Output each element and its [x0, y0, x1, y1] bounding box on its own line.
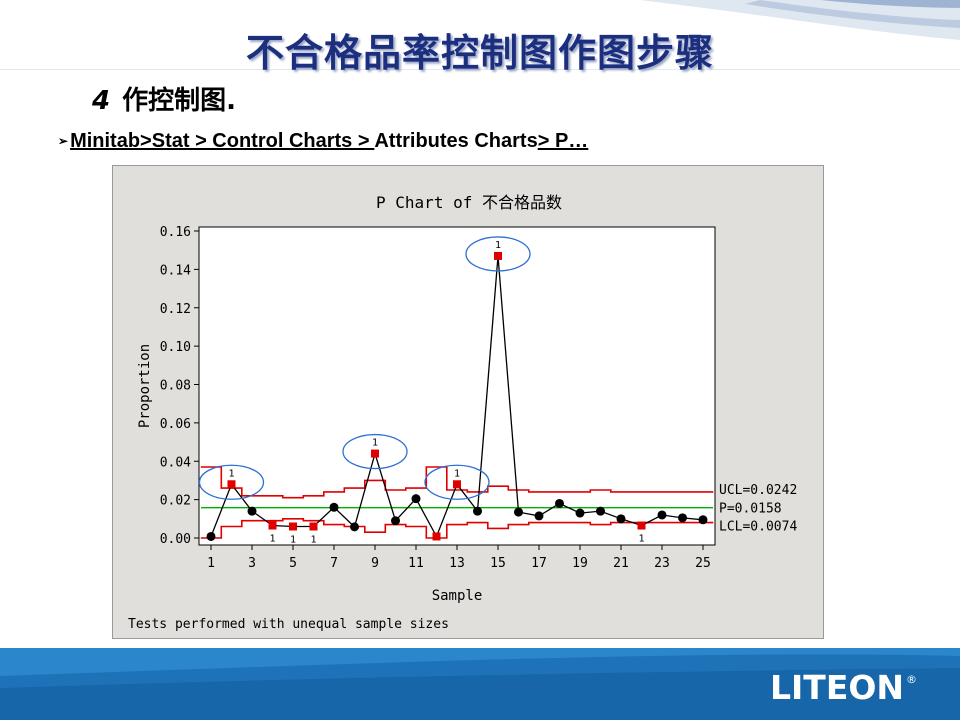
highlight-ellipse — [198, 464, 265, 500]
x-tick-label: 13 — [449, 556, 465, 571]
out-of-control-point — [637, 521, 646, 530]
data-point — [391, 516, 400, 526]
out-of-control-point — [432, 532, 441, 541]
test-failure-label: 1 — [454, 468, 460, 479]
lcl-label: LCL=0.0074 — [719, 520, 797, 535]
arrow-bullet-icon: ➢ — [58, 134, 69, 148]
out-of-control-point — [494, 251, 502, 260]
menu-path-attributes: Attributes Charts — [374, 130, 538, 152]
test-failure-label: 1 — [638, 534, 644, 545]
x-axis-label: Sample — [432, 588, 483, 604]
data-point — [698, 515, 708, 525]
data-point — [329, 502, 339, 512]
highlight-ellipse — [342, 433, 408, 470]
x-tick-label: 5 — [289, 556, 297, 571]
data-point — [555, 498, 564, 508]
out-of-control-point — [371, 449, 379, 458]
chart-footnote: Tests performed with unequal sample size… — [128, 617, 449, 632]
out-of-control-point — [268, 521, 277, 530]
menu-path: ➢ Minitab>Stat > Control Charts > Attribu… — [58, 130, 588, 153]
chart-title: P Chart of 不合格品数 — [376, 193, 562, 212]
p-chart: P Chart of 不合格品数 0.00 0.02 0.04 0.06 0.08 0.1… — [128, 193, 797, 632]
ucl-label: UCL=0.0242 — [719, 483, 797, 498]
data-point — [514, 507, 523, 517]
highlight-ellipse — [465, 236, 531, 272]
x-tick-label: 3 — [248, 556, 256, 571]
out-of-control-point — [289, 522, 297, 531]
y-tick-label: 0.14 — [160, 263, 191, 278]
lcl-line — [200, 518, 714, 539]
y-tick-label: 0.08 — [160, 379, 191, 394]
x-tick-label: 25 — [695, 556, 711, 571]
data-point — [678, 513, 687, 523]
plot-area — [198, 226, 716, 546]
data-point — [473, 506, 482, 516]
data-point — [206, 531, 216, 541]
out-of-control-point — [309, 522, 318, 531]
data-point — [657, 510, 667, 520]
x-tick-label: 1 — [207, 556, 215, 571]
x-tick-label: 19 — [572, 556, 588, 571]
data-point — [596, 506, 605, 516]
test-failure-label: 1 — [290, 534, 296, 545]
y-tick-label: 0.10 — [160, 340, 191, 355]
data-point — [350, 522, 359, 532]
y-tick-label: 0.06 — [160, 417, 191, 432]
logo-text: LITEON — [770, 668, 905, 707]
liteon-logo: LITEON ® — [770, 668, 917, 707]
top-decoration — [0, 0, 960, 70]
y-axis-label: Proportion — [137, 344, 153, 428]
step-number: 4 — [92, 86, 111, 116]
data-point — [534, 511, 544, 521]
step-heading: 4 作控制图. — [92, 80, 236, 117]
y-tick-label: 0.16 — [160, 225, 191, 240]
x-tick-label: 9 — [371, 556, 379, 571]
test-failure-label: 1 — [269, 534, 275, 545]
data-point — [247, 506, 257, 516]
y-tick-label: 0.04 — [160, 455, 191, 470]
menu-path-p: > P… — [537, 130, 589, 152]
test-failure-label: 1 — [372, 438, 378, 449]
test-failure-label: 1 — [228, 468, 234, 479]
x-tick-label: 11 — [408, 556, 424, 571]
p-chart-window: P Chart of 不合格品数 0.00 0.02 0.04 0.06 0.08 0.1… — [112, 165, 824, 639]
test-failure-label: 1 — [495, 240, 501, 251]
x-tick-label: 15 — [490, 556, 506, 571]
data-point — [616, 514, 626, 524]
menu-path-stat: Minitab>Stat > Control Charts > — [70, 130, 375, 152]
data-point — [575, 508, 585, 518]
y-tick-label: 0.02 — [160, 494, 191, 509]
center-label: P=0.0158 — [719, 502, 782, 517]
x-tick-label: 17 — [531, 556, 547, 571]
y-tick-label: 0.12 — [160, 302, 191, 317]
registered-mark: ® — [906, 673, 918, 686]
x-tick-label: 7 — [330, 556, 338, 571]
out-of-control-point — [453, 480, 461, 489]
y-tick-label: 0.00 — [160, 532, 191, 547]
ucl-line — [200, 466, 714, 499]
data-point — [411, 494, 421, 504]
slide-title: 不合格品率控制图作图步骤 — [245, 31, 714, 75]
x-tick-label: 21 — [613, 556, 629, 571]
footer-band — [0, 648, 960, 720]
footer-wave-decoration — [0, 648, 960, 720]
out-of-control-point — [227, 480, 236, 489]
step-text: 作控制图. — [122, 86, 236, 116]
x-tick-label: 23 — [654, 556, 670, 571]
highlight-ellipse — [424, 464, 490, 500]
test-failure-label: 1 — [310, 534, 316, 545]
